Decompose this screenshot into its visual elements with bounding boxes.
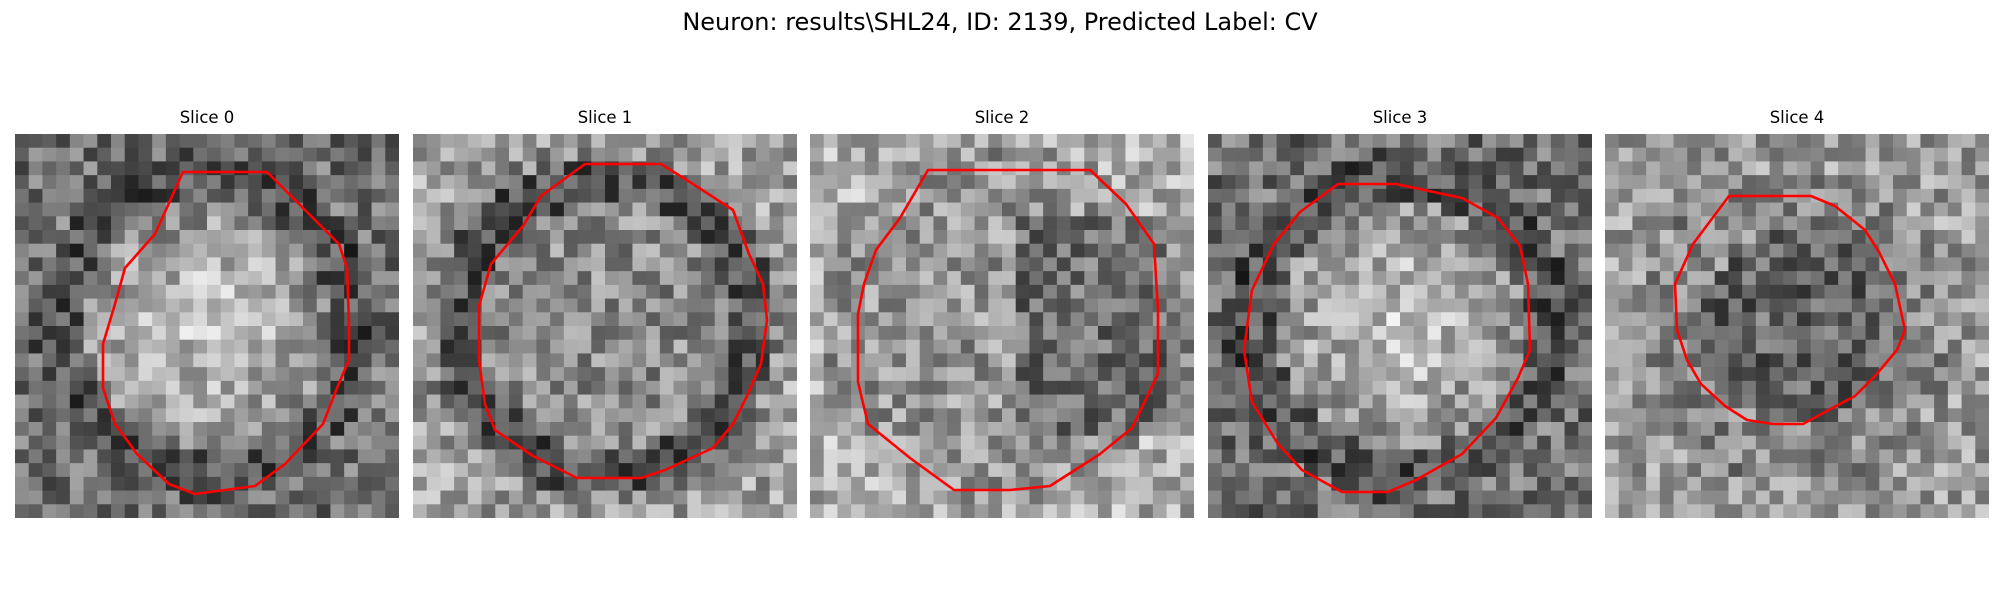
slice-image-1 <box>413 134 797 518</box>
slice-image-4 <box>1605 134 1989 518</box>
slice-panel-4: Slice 4 <box>1605 108 1989 520</box>
slice-image-2 <box>810 134 1194 518</box>
slice-panel-2: Slice 2 <box>810 108 1194 520</box>
slice-panel-3: Slice 3 <box>1208 108 1592 520</box>
slice-title-2: Slice 2 <box>974 108 1030 127</box>
segmentation-contour <box>1242 182 1532 494</box>
slice-title-0: Slice 0 <box>179 108 235 127</box>
pixel-mosaic <box>1208 134 1592 518</box>
slice-panel-1: Slice 1 <box>413 108 797 520</box>
slice-title-4: Slice 4 <box>1769 108 1825 127</box>
segmentation-contour <box>1673 194 1907 426</box>
pixel-mosaic <box>413 134 797 518</box>
slice-title-1: Slice 1 <box>577 108 633 127</box>
pixel-mosaic <box>15 134 399 518</box>
segmentation-contour <box>856 168 1160 492</box>
slice-title-3: Slice 3 <box>1372 108 1428 127</box>
figure-title: Neuron: results\SHL24, ID: 2139, Predict… <box>682 8 1318 36</box>
slice-image-0 <box>15 134 399 518</box>
segmentation-contour <box>477 162 769 480</box>
slice-panel-0: Slice 0 <box>15 108 399 520</box>
pixel-mosaic <box>1605 134 1989 518</box>
pixel-mosaic <box>810 134 1194 518</box>
segmentation-contour <box>101 170 351 496</box>
slice-image-3 <box>1208 134 1592 518</box>
